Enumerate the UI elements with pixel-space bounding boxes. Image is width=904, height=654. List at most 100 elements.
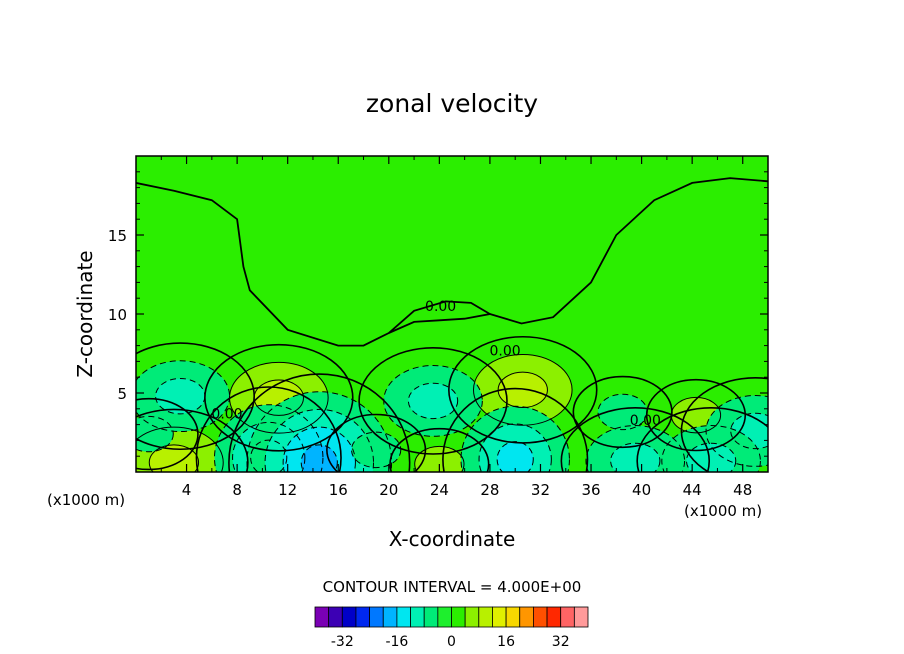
contour-line xyxy=(472,353,573,426)
colorbar-cell xyxy=(410,606,425,628)
colorbar-cell xyxy=(314,606,330,628)
colorbar-cell xyxy=(355,606,371,628)
contour-line xyxy=(442,387,589,472)
contour-line xyxy=(136,408,249,472)
colorbar-cell xyxy=(328,606,343,628)
colorbar-tick-label: -16 xyxy=(385,634,408,650)
colorbar-cell xyxy=(396,606,411,628)
contour-line xyxy=(326,413,427,472)
contour-fill xyxy=(497,441,534,472)
zero-contour-line xyxy=(489,177,768,325)
colorbar-cell xyxy=(341,606,357,628)
contour-line xyxy=(232,421,306,472)
contour-line xyxy=(214,404,324,472)
contour-line xyxy=(300,444,338,472)
colorbar-tick-label: -32 xyxy=(331,634,354,650)
zero-contour-line xyxy=(136,182,493,347)
contour-label: 0.00 xyxy=(211,407,242,423)
colorbar-tick-label: 16 xyxy=(497,634,515,650)
contour-lines xyxy=(136,177,768,472)
contour-labels: 0.00 0.00 0.00 0.00 xyxy=(211,299,661,429)
contour-line xyxy=(585,425,686,472)
x-tick-label: 20 xyxy=(379,481,398,499)
contour-line xyxy=(460,405,570,472)
x-tick-label: 48 xyxy=(733,481,752,499)
contour-line xyxy=(496,441,534,472)
colorbar-cell xyxy=(505,606,521,628)
contour-line xyxy=(705,395,768,467)
contour-line xyxy=(407,382,459,420)
x-tick-label: 8 xyxy=(232,481,242,499)
colorbar-cell xyxy=(519,606,534,628)
y-axis-label: Z-coordinate xyxy=(73,250,97,377)
x-tick-label: 28 xyxy=(480,481,499,499)
contour-line xyxy=(136,426,224,472)
colorbar-tick-label: 0 xyxy=(447,634,456,650)
x-tick-label: 32 xyxy=(531,481,550,499)
contour-line xyxy=(730,412,768,450)
chart-title: zonal velocity xyxy=(366,89,538,118)
contour-fill xyxy=(301,444,338,472)
contour-line xyxy=(246,391,393,472)
colorbar-cell xyxy=(478,606,493,628)
contour-fill xyxy=(351,432,401,468)
contour-line xyxy=(282,426,356,472)
contour-line xyxy=(389,427,490,472)
x-tick-label: 44 xyxy=(683,481,702,499)
contour-line xyxy=(195,386,342,472)
colorbar-cell xyxy=(369,606,384,628)
contour-label: 0.00 xyxy=(490,343,521,359)
x-unit-left: (x1000 m) xyxy=(47,491,125,509)
contour-line xyxy=(414,445,465,472)
y-tick-label: 5 xyxy=(117,385,127,403)
contour-line xyxy=(250,439,288,472)
colorbar-cell xyxy=(464,606,480,628)
contour-fill xyxy=(498,372,548,408)
contour-line xyxy=(136,397,199,471)
contour-line xyxy=(661,425,761,472)
colorbar-cell xyxy=(451,606,466,628)
colorbar-cell xyxy=(492,606,507,628)
contour-line xyxy=(136,360,231,433)
colorbar-cell xyxy=(546,606,562,628)
colorbar-cell xyxy=(560,606,575,628)
x-tick-label: 36 xyxy=(581,481,600,499)
x-tick-label: 24 xyxy=(430,481,449,499)
contour-line xyxy=(478,423,552,472)
x-tick-label: 40 xyxy=(632,481,651,499)
contour-line xyxy=(572,375,673,449)
contour-interval-text: CONTOUR INTERVAL = 4.000E+00 xyxy=(323,578,582,596)
colorbar: -32 -16 0 16 32 xyxy=(314,606,589,650)
contour-line xyxy=(351,431,402,469)
colorbar-cell xyxy=(573,606,589,628)
contour-fill xyxy=(610,443,660,472)
contour-fill xyxy=(597,394,648,430)
colorbar-tick-label: 32 xyxy=(552,634,570,650)
x-tick-label: 12 xyxy=(278,481,297,499)
contour-line xyxy=(136,342,255,451)
plot-area xyxy=(136,156,768,472)
contour-line xyxy=(136,415,174,453)
contour-line xyxy=(685,442,737,472)
contour-fill xyxy=(155,378,205,414)
colorbar-cell xyxy=(382,606,398,628)
colorbar-cell xyxy=(437,606,452,628)
y-tick-label: 10 xyxy=(108,306,127,324)
x-tick-label: 4 xyxy=(182,481,192,499)
contour-line xyxy=(148,444,200,472)
x-axis-label: X-coordinate xyxy=(389,527,516,551)
x-unit-right: (x1000 m) xyxy=(684,502,762,520)
y-tick-label: 15 xyxy=(108,227,127,245)
contour-line xyxy=(228,373,411,472)
colorbar-cell xyxy=(423,606,439,628)
contour-line xyxy=(680,377,768,472)
colorbar-cell xyxy=(533,606,548,628)
y-axis: 5 10 15 xyxy=(108,171,768,457)
contour-line xyxy=(636,407,768,472)
x-axis: 4 8 12 16 20 24 28 32 36 40 44 48 xyxy=(160,156,752,499)
contour-label: 0.00 xyxy=(425,299,456,315)
contour-line xyxy=(560,407,711,472)
contour-fill xyxy=(408,383,458,419)
contour-line xyxy=(610,442,661,472)
